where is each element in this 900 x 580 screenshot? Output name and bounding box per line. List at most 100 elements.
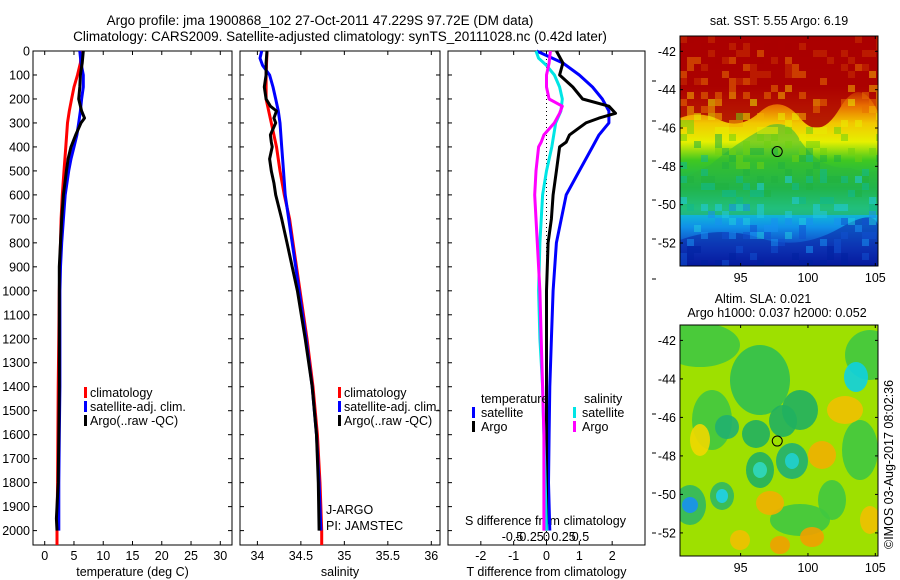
sla-anomaly-eddies bbox=[680, 325, 878, 554]
sst-pixel bbox=[757, 50, 764, 57]
sst-pixel bbox=[771, 246, 778, 253]
sst-pixel bbox=[834, 176, 841, 183]
sst-pixel bbox=[792, 155, 799, 162]
sst-pixel bbox=[743, 204, 750, 211]
sst-pixel bbox=[820, 197, 827, 204]
sst-pixel bbox=[820, 239, 827, 246]
sst-pixel bbox=[736, 162, 743, 169]
sst-map-title: sat. SST: 5.55 Argo: 6.19 bbox=[710, 14, 848, 28]
plot-frame bbox=[32, 50, 233, 546]
sla-eddy bbox=[680, 325, 740, 367]
sst-pixel bbox=[715, 127, 722, 134]
sst-pixel bbox=[757, 134, 764, 141]
y-tick-label: 1900 bbox=[2, 500, 30, 514]
y-tick-label: -50 bbox=[658, 198, 676, 212]
sst-pixel bbox=[799, 197, 806, 204]
legend-group-title: temperature bbox=[481, 392, 548, 406]
sst-pixel bbox=[722, 127, 729, 134]
y-tick-label: -42 bbox=[658, 334, 676, 348]
sst-pixel bbox=[820, 176, 827, 183]
sst-pixel bbox=[736, 120, 743, 127]
legend-label: Argo(..raw -QC) bbox=[344, 414, 432, 428]
legend-group-title: salinity bbox=[584, 392, 623, 406]
sst-pixel bbox=[771, 176, 778, 183]
s-tick-label: 0.5 bbox=[572, 530, 589, 544]
sst-pixel bbox=[680, 260, 687, 266]
series-line-salinity-argo bbox=[533, 50, 564, 531]
sla-eddy bbox=[818, 480, 846, 520]
sla-eddy bbox=[770, 536, 790, 554]
sst-pixel bbox=[820, 211, 827, 218]
sst-pixel bbox=[764, 71, 771, 78]
series-line-temperature-argo bbox=[545, 50, 617, 531]
annotation-pi: PI: JAMSTEC bbox=[326, 519, 403, 533]
sst-pixel bbox=[757, 57, 764, 64]
temperature-profile: 0100200300400500600700800900100011001200… bbox=[2, 45, 233, 579]
sst-pixel bbox=[799, 218, 806, 225]
x-tick-label: 25 bbox=[184, 549, 198, 563]
sst-pixel bbox=[708, 99, 715, 106]
sst-pixel bbox=[820, 99, 827, 106]
sst-pixel bbox=[729, 190, 736, 197]
sst-pixel bbox=[813, 141, 820, 148]
sst-pixel bbox=[771, 127, 778, 134]
sst-pixel bbox=[764, 43, 771, 50]
sst-pixel bbox=[806, 50, 813, 57]
sst-pixel bbox=[722, 232, 729, 239]
sst-pixel bbox=[764, 92, 771, 99]
sst-pixel bbox=[764, 127, 771, 134]
sst-pixel bbox=[813, 50, 820, 57]
sst-pixel bbox=[820, 169, 827, 176]
sst-pixel bbox=[694, 141, 701, 148]
sst-pixel bbox=[813, 127, 820, 134]
sst-pixel bbox=[806, 169, 813, 176]
sst-pixel bbox=[848, 57, 855, 64]
sst-pixel bbox=[687, 253, 694, 260]
sst-pixel bbox=[729, 155, 736, 162]
sst-pixel bbox=[708, 106, 715, 113]
sst-pixel bbox=[757, 204, 764, 211]
sst-pixel bbox=[841, 260, 848, 266]
x-tick-label: 100 bbox=[798, 271, 819, 285]
sst-pixel bbox=[701, 176, 708, 183]
legend-label: climatology bbox=[90, 386, 153, 400]
sst-pixel bbox=[715, 57, 722, 64]
sst-pixel bbox=[757, 176, 764, 183]
sst-pixel bbox=[841, 134, 848, 141]
x-axis-label: temperature (deg C) bbox=[76, 565, 189, 579]
sst-pixel bbox=[729, 232, 736, 239]
sst-pixel bbox=[862, 176, 869, 183]
sst-pixel bbox=[869, 218, 876, 225]
sla-map-frame bbox=[679, 324, 879, 557]
sst-pixel bbox=[722, 211, 729, 218]
y-tick-label: -46 bbox=[658, 411, 676, 425]
x-tick-label: 2 bbox=[609, 549, 616, 563]
sst-pixel bbox=[701, 78, 708, 85]
sst-pixel bbox=[701, 204, 708, 211]
sst-pixel bbox=[687, 239, 694, 246]
annotation-program: J-ARGO bbox=[326, 503, 374, 517]
sst-pixel bbox=[736, 113, 743, 120]
sst-pixel bbox=[757, 71, 764, 78]
x-tick-label: 0 bbox=[543, 549, 550, 563]
sla-eddy bbox=[808, 441, 836, 469]
sla-eddy bbox=[753, 462, 767, 478]
sst-pixel bbox=[757, 260, 764, 266]
sst-pixel bbox=[687, 64, 694, 71]
x-tick-label: 95 bbox=[734, 271, 748, 285]
float-position-marker bbox=[771, 435, 783, 447]
sla-eddy bbox=[690, 424, 710, 456]
plot-frame bbox=[239, 50, 441, 546]
sst-noise bbox=[680, 36, 878, 266]
sst-pixel bbox=[813, 106, 820, 113]
sst-pixel bbox=[785, 176, 792, 183]
legend-label: climatology bbox=[344, 386, 407, 400]
sst-pixel bbox=[757, 127, 764, 134]
sst-pixel bbox=[834, 155, 841, 162]
sst-pixel bbox=[799, 232, 806, 239]
sst-pixel bbox=[848, 99, 855, 106]
sst-pixel bbox=[743, 232, 750, 239]
sst-pixel bbox=[708, 36, 715, 43]
sst-pixel bbox=[750, 78, 757, 85]
sst-pixel bbox=[743, 64, 750, 71]
